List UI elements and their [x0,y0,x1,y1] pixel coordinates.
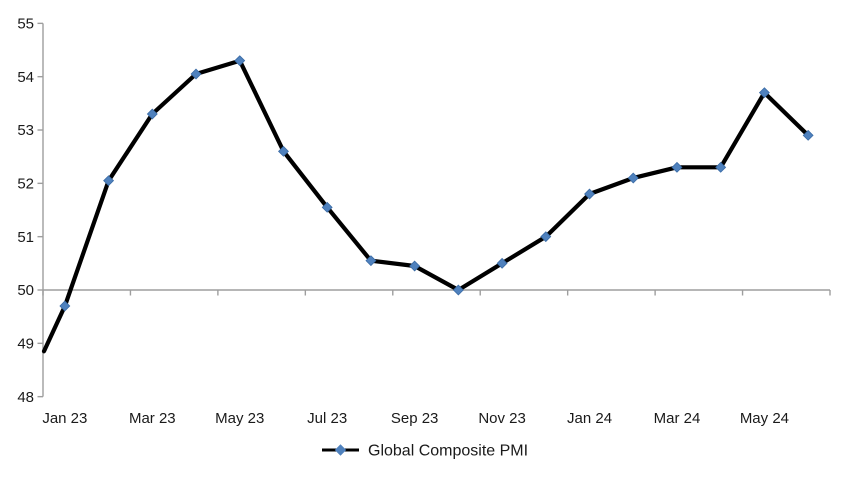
x-tick-label: Mar 23 [129,410,176,427]
data-point-marker [234,55,246,67]
x-tick-label: Sep 23 [391,410,439,427]
labels-layer: 48 49 50 51 52 53 54 55 Jan 23 Mar 23 May 23 Jul 23… [17,16,789,427]
y-tick-label: 53 [17,122,34,139]
legend-label: Global Composite PMI [368,443,528,460]
legend-marker-sample-diamond-icon [334,444,347,456]
data-point-marker [103,175,115,187]
data-point-marker [671,161,683,173]
y-tick-label: 51 [17,229,34,246]
y-tick-label: 49 [17,336,34,353]
data-point-marker [452,284,464,296]
x-tick-label: Jul 23 [307,410,347,427]
data-point-marker [758,87,770,99]
data-point-marker [409,260,421,272]
data-point-marker [59,300,71,312]
pmi-series-line [41,58,811,354]
data-point-marker [278,145,289,157]
x-tick-label: Mar 24 [654,410,701,427]
data-point-marker [584,188,595,200]
legend: Global Composite PMI [322,443,528,460]
data-point-marker [715,161,727,173]
x-tick-label: Nov 23 [478,410,526,427]
x-tick-label: May 24 [740,410,789,427]
data-point-marker [190,68,202,80]
y-tick-label: 50 [17,282,34,299]
x-tick-label: Jan 23 [42,410,87,427]
data-point-marker [321,201,333,213]
data-point-marker [802,129,814,141]
axes-layer [37,22,831,398]
y-tick-label: 55 [17,16,34,33]
data-point-marker [146,108,158,120]
series-layer [41,55,814,354]
data-point-marker [365,255,377,267]
data-point-marker [496,257,508,269]
y-tick-label: 52 [17,176,34,193]
data-point-marker [627,172,639,184]
x-tick-label: May 23 [215,410,264,427]
y-tick-label: 48 [17,389,34,406]
y-tick-label: 54 [17,69,34,86]
data-point-marker [540,231,552,243]
x-tick-label: Jan 24 [567,410,612,427]
